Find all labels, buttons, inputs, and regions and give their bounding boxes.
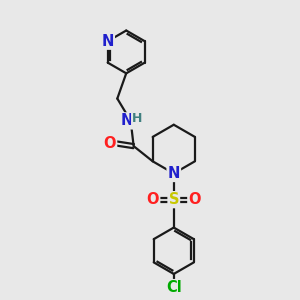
Text: O: O — [103, 136, 116, 151]
Text: N: N — [121, 113, 133, 128]
Text: O: O — [188, 192, 201, 207]
Text: N: N — [101, 34, 114, 49]
Text: O: O — [147, 192, 159, 207]
Text: Cl: Cl — [166, 280, 182, 295]
Text: S: S — [169, 192, 179, 207]
Text: H: H — [132, 112, 142, 125]
Text: N: N — [168, 166, 180, 181]
